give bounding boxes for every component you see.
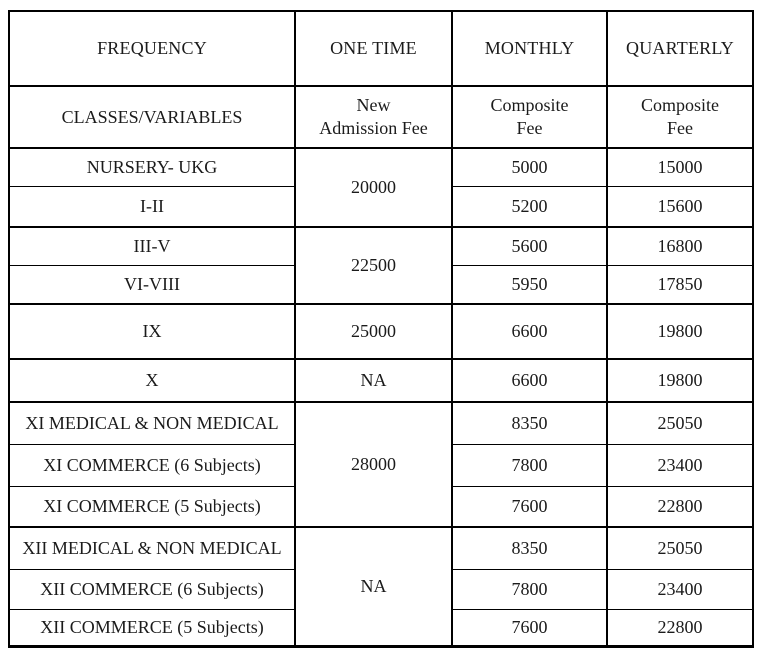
class-label-cell: XII COMMERCE (6 Subjects) [8, 568, 296, 610]
header-line: Admission Fee [319, 118, 428, 138]
monthly-fee-cell: 5200 [451, 185, 608, 228]
monthly-fee-cell: 8350 [451, 526, 608, 570]
class-label-cell: X [8, 358, 296, 403]
monthly-fee-cell: 6600 [451, 358, 608, 403]
header-line: Composite [490, 94, 569, 115]
quarterly-fee-cell: 25050 [606, 401, 754, 445]
monthly-fee-cell: 8350 [451, 401, 608, 445]
header-composite-fee-quarterly: Composite Fee [606, 85, 754, 149]
header-line: Composite [640, 94, 719, 115]
header-composite-fee-monthly: Composite Fee [451, 85, 608, 149]
one-time-fee-cell: 25000 [294, 303, 453, 360]
monthly-fee-cell: 7600 [451, 608, 608, 647]
class-label-cell: XI COMMERCE (5 Subjects) [8, 485, 296, 528]
class-label-cell: III-V [8, 226, 296, 266]
class-label-cell: IX [8, 303, 296, 360]
header-frequency: FREQUENCY [8, 10, 296, 87]
table-row: VI-VIII 5950 17850 [8, 264, 754, 305]
one-time-fee-cell: NA [294, 358, 453, 403]
header-line: New [356, 94, 391, 115]
quarterly-fee-cell: 23400 [606, 443, 754, 487]
monthly-fee-cell: 5950 [451, 264, 608, 305]
header-one-time: ONE TIME [294, 10, 453, 87]
quarterly-fee-cell: 16800 [606, 226, 754, 266]
table-row: I-II 5200 15600 [8, 185, 754, 228]
one-time-fee-cell: 22500 [294, 226, 453, 305]
class-label-cell: XII MEDICAL & NON MEDICAL [8, 526, 296, 570]
table-row: IX 25000 6600 19800 [8, 303, 754, 360]
class-label-cell: XI MEDICAL & NON MEDICAL [8, 401, 296, 445]
header-line: Fee [667, 118, 693, 138]
quarterly-fee-cell: 15000 [606, 147, 754, 187]
table-row: XI COMMERCE (5 Subjects) 7600 22800 [8, 485, 754, 528]
class-label-cell: XI COMMERCE (6 Subjects) [8, 443, 296, 487]
monthly-fee-cell: 7800 [451, 443, 608, 487]
header-row-frequency: FREQUENCY ONE TIME MONTHLY QUARTERLY [8, 10, 754, 87]
header-new-admission-fee: New Admission Fee [294, 85, 453, 149]
table-row: III-V 22500 5600 16800 [8, 226, 754, 305]
class-label-cell: VI-VIII [8, 264, 296, 305]
one-time-fee-cell: 20000 [294, 147, 453, 228]
table-row: X NA 6600 19800 [8, 358, 754, 403]
fee-structure-table: FREQUENCY ONE TIME MONTHLY QUARTERLY CLA… [8, 10, 754, 648]
table-row: XII COMMERCE (5 Subjects) 7600 22800 [8, 608, 754, 647]
monthly-fee-cell: 7600 [451, 485, 608, 528]
one-time-fee-cell: NA [294, 526, 453, 647]
header-quarterly: QUARTERLY [606, 10, 754, 87]
monthly-fee-cell: 5600 [451, 226, 608, 266]
header-classes-variables: CLASSES/VARIABLES [8, 85, 296, 149]
quarterly-fee-cell: 22800 [606, 608, 754, 647]
monthly-fee-cell: 7800 [451, 568, 608, 610]
table-row: XI MEDICAL & NON MEDICAL 28000 8350 2505… [8, 401, 754, 528]
quarterly-fee-cell: 23400 [606, 568, 754, 610]
table-row: XI COMMERCE (6 Subjects) 7800 23400 [8, 443, 754, 487]
class-label-cell: I-II [8, 185, 296, 228]
monthly-fee-cell: 5000 [451, 147, 608, 187]
quarterly-fee-cell: 19800 [606, 358, 754, 403]
class-label-cell: NURSERY- UKG [8, 147, 296, 187]
header-monthly: MONTHLY [451, 10, 608, 87]
quarterly-fee-cell: 17850 [606, 264, 754, 305]
table-row: NURSERY- UKG 20000 5000 15000 [8, 147, 754, 228]
quarterly-fee-cell: 25050 [606, 526, 754, 570]
monthly-fee-cell: 6600 [451, 303, 608, 360]
class-label-cell: XII COMMERCE (5 Subjects) [8, 608, 296, 647]
one-time-fee-cell: 28000 [294, 401, 453, 528]
quarterly-fee-cell: 15600 [606, 185, 754, 228]
table-row: XII COMMERCE (6 Subjects) 7800 23400 [8, 568, 754, 610]
table-row: XII MEDICAL & NON MEDICAL NA 8350 25050 [8, 526, 754, 647]
quarterly-fee-cell: 22800 [606, 485, 754, 528]
quarterly-fee-cell: 19800 [606, 303, 754, 360]
header-line: Fee [516, 118, 543, 138]
header-row-variables: CLASSES/VARIABLES New Admission Fee Comp… [8, 85, 754, 149]
